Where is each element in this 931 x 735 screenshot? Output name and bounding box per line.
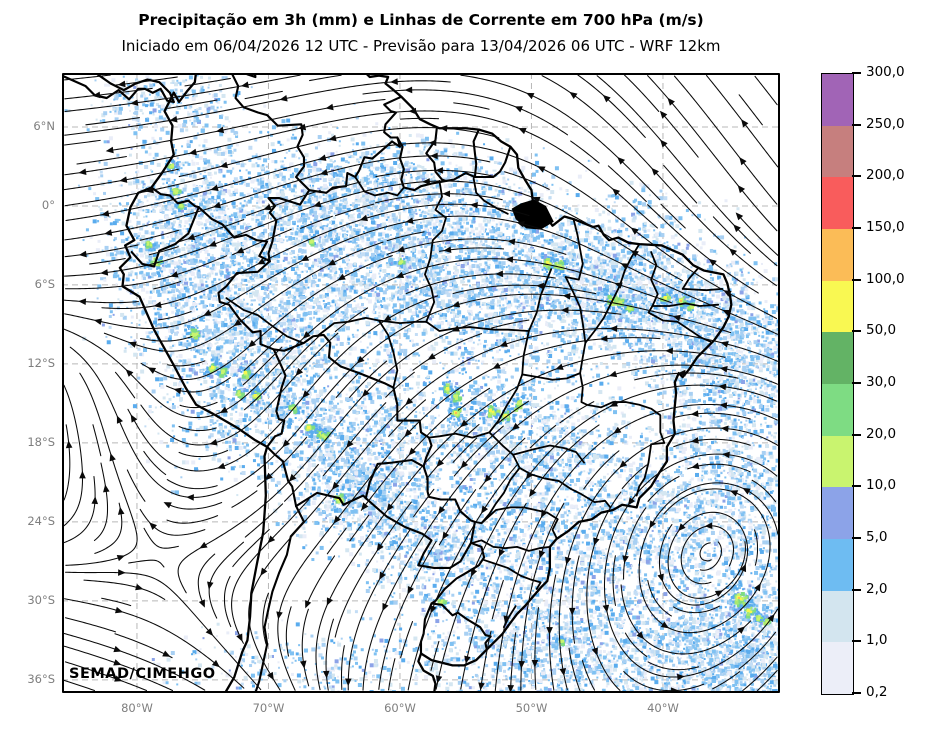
colorbar-tick <box>852 72 861 74</box>
colorbar-tick-label: 200,0 <box>866 167 905 184</box>
colorbar-bar <box>821 73 854 695</box>
colorbar-tick <box>852 278 861 281</box>
colorbar-segment <box>822 539 853 591</box>
colorbar-tick-label: 0,2 <box>866 684 888 700</box>
x-axis-tick-label: 40°W <box>647 701 679 715</box>
colorbar-segment <box>822 177 853 230</box>
colorbar-tick <box>852 330 861 333</box>
colorbar-segment <box>822 487 853 540</box>
colorbar-tick <box>852 227 861 229</box>
y-axis-tick-label: 0° <box>41 197 55 212</box>
colorbar-tick <box>852 537 861 539</box>
colorbar-tick <box>852 588 861 591</box>
colorbar-tick <box>852 382 861 384</box>
colorbar-tick-label: 50,0 <box>866 322 897 339</box>
colorbar-segment <box>822 384 853 436</box>
colorbar-segment <box>822 280 853 333</box>
colorbar-tick-label: 2,0 <box>866 580 888 597</box>
colorbar-segment <box>822 435 853 488</box>
colorbar-segment <box>822 590 853 643</box>
colorbar-tick <box>852 692 861 694</box>
colorbar-tick-label: 100,0 <box>866 270 905 287</box>
map-canvas <box>62 73 780 693</box>
colorbar-tick-label: 1,0 <box>866 632 888 649</box>
y-axis-tick-label: 6°N <box>33 118 55 133</box>
x-axis-tick-label: 60°W <box>384 701 416 715</box>
colorbar-tick <box>852 485 861 488</box>
y-axis-tick-label: 24°S <box>27 513 55 528</box>
map-area: SEMAD/CIMEHGO <box>62 73 780 693</box>
y-axis-tick-label: 36°S <box>27 671 55 686</box>
x-axis-tick-label: 80°W <box>121 701 153 715</box>
colorbar-segment <box>822 642 853 695</box>
page-subtitle: Iniciado em 06/04/2026 12 UTC - Previsão… <box>121 37 721 55</box>
colorbar-tick <box>852 433 861 436</box>
colorbar-segment <box>822 74 853 126</box>
y-axis-tick-label: 18°S <box>27 434 55 449</box>
x-axis-tick-label: 50°W <box>515 701 548 715</box>
colorbar-tick-label: 150,0 <box>866 219 905 235</box>
colorbar-tick-label: 20,0 <box>866 425 897 442</box>
colorbar-tick-label: 300,0 <box>866 64 905 80</box>
colorbar-tick-label: 250,0 <box>866 115 905 132</box>
colorbar-tick-label: 30,0 <box>866 374 897 390</box>
colorbar-tick-label: 10,0 <box>866 477 897 494</box>
colorbar-segment <box>822 229 853 281</box>
colorbar-tick-label: 5,0 <box>866 529 888 545</box>
page-title: Precipitação em 3h (mm) e Linhas de Corr… <box>138 11 704 29</box>
x-axis-tick-label: 70°W <box>252 701 285 715</box>
y-axis-tick-label: 6°S <box>34 276 55 291</box>
watermark: SEMAD/CIMEHGO <box>69 666 216 682</box>
colorbar-tick <box>852 640 861 643</box>
colorbar-segment <box>822 332 853 385</box>
y-axis-tick-label: 30°S <box>27 592 55 607</box>
colorbar-tick <box>852 123 861 126</box>
y-axis-tick-label: 12°S <box>27 355 55 370</box>
colorbar-tick <box>852 175 861 178</box>
colorbar-segment <box>822 125 853 178</box>
